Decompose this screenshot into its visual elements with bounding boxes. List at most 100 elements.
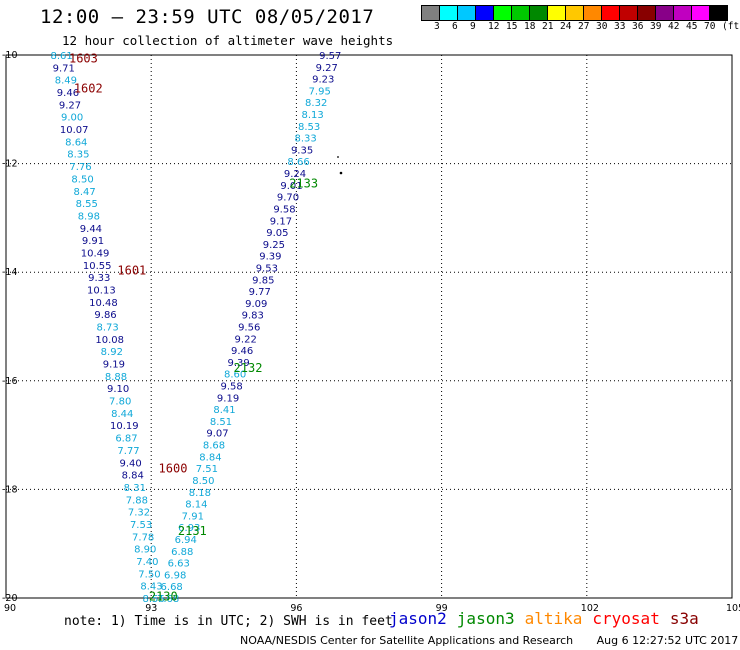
y-tick-label: -18 — [2, 484, 18, 495]
swh-value: 10.13 — [87, 285, 116, 296]
y-tick-label: -10 — [2, 50, 18, 61]
swh-value: 10.55 — [83, 261, 112, 272]
legend-label: 42 — [668, 21, 680, 32]
x-tick-label: 96 — [290, 603, 302, 614]
swh-value: 8.90 — [134, 545, 156, 556]
swh-value: 7.40 — [136, 557, 158, 568]
swh-value: 8.98 — [78, 211, 100, 222]
swh-value: 8.61 — [51, 51, 73, 62]
legend-label: 27 — [578, 21, 590, 32]
swh-value: 7.78 — [132, 532, 154, 543]
swh-value: 9.27 — [316, 63, 338, 74]
pass-label: 2132 — [234, 361, 263, 375]
map-frame — [5, 54, 733, 599]
swh-value: 9.83 — [242, 311, 264, 322]
legend-label: 33 — [614, 21, 626, 32]
legend-label: 9 — [470, 21, 476, 32]
swh-value: 9.77 — [249, 287, 271, 298]
swh-value: 8.88 — [105, 372, 127, 383]
swh-value: 8.50 — [192, 476, 214, 487]
swh-value: 7.50 — [138, 569, 160, 580]
swh-value: 9.23 — [312, 75, 334, 86]
swh-value: 8.92 — [101, 347, 123, 358]
swh-value: 9.07 — [206, 429, 228, 440]
swh-value: 8.55 — [76, 199, 98, 210]
y-tick-label: -20 — [2, 593, 18, 604]
swh-value: 10.19 — [110, 421, 139, 432]
swh-value: 7.88 — [126, 495, 148, 506]
pass-label: 1603 — [69, 52, 98, 66]
legend-label: 12 — [488, 21, 500, 32]
legend-label: 70 — [704, 21, 716, 32]
swh-value: 9.56 — [238, 323, 260, 334]
swh-value: 8.47 — [74, 187, 96, 198]
units-note: note: 1) Time is in UTC; 2) SWH is in fe… — [64, 614, 393, 629]
legend-label: 45 — [686, 21, 698, 32]
legend-label: 39 — [650, 21, 662, 32]
satellite-legend: jason2 jason3 altika cryosat s3a — [389, 609, 709, 628]
swh-value: 9.01 — [280, 181, 302, 192]
swh-value: 8.49 — [55, 76, 77, 87]
x-tick-label: 90 — [4, 603, 16, 614]
swh-value: 9.17 — [270, 216, 292, 227]
y-tick-label: -14 — [2, 267, 18, 278]
swh-value: 9.86 — [94, 310, 116, 321]
swh-value: 8.84 — [122, 471, 144, 482]
swh-value: 9.40 — [119, 458, 141, 469]
swh-value: 8.33 — [294, 134, 316, 145]
legend-label: 24 — [560, 21, 572, 32]
swh-value: 10.48 — [89, 298, 118, 309]
color-scale-legend — [421, 5, 728, 21]
map-title: 12:00 – 23:59 UTC 08/05/2017 — [40, 6, 375, 28]
x-tick-label: 99 — [436, 603, 448, 614]
swh-value: 8.51 — [210, 417, 232, 428]
swh-value: 8.84 — [199, 452, 221, 463]
swh-value: 8.56 — [142, 594, 164, 605]
swh-value: 9.05 — [266, 228, 288, 239]
swh-value: 7.53 — [130, 520, 152, 531]
legend-label: 15 — [506, 21, 518, 32]
credit-line: NOAA/NESDIS Center for Satellite Applica… — [240, 634, 740, 647]
swh-value: 7.80 — [109, 397, 131, 408]
swh-value: 9.39 — [259, 252, 281, 263]
swh-value: 7.68 — [157, 594, 179, 605]
swh-value: 9.44 — [80, 224, 102, 235]
satellite-jason2: jason2 — [389, 609, 447, 628]
legend-swatch — [709, 5, 728, 21]
swh-value: 9.57 — [319, 51, 341, 62]
swh-value: 9.35 — [291, 145, 313, 156]
swh-value: 9.46 — [231, 346, 253, 357]
pass-label: 2131 — [178, 524, 207, 538]
legend-label: 36 — [632, 21, 644, 32]
pass-label: 2133 — [289, 177, 318, 191]
satellite-jason3: jason3 — [456, 609, 515, 628]
swh-value: 8.66 — [287, 157, 309, 168]
swh-value: 8.60 — [224, 370, 246, 381]
swh-value: 8.18 — [189, 488, 211, 499]
swh-value: 10.07 — [60, 125, 89, 136]
swh-value: 9.71 — [53, 63, 75, 74]
pass-label: 1602 — [74, 82, 103, 96]
swh-value: 8.43 — [140, 582, 162, 593]
x-tick-label: 105 — [726, 603, 740, 614]
swh-value: 6.93 — [178, 523, 200, 534]
swh-value: 9.91 — [82, 236, 104, 247]
map-subtitle: 12 hour collection of altimeter wave hei… — [62, 33, 394, 48]
swh-value: 7.95 — [309, 86, 331, 97]
credit-org: NOAA/NESDIS Center for Satellite Applica… — [240, 634, 574, 647]
swh-value: 8.44 — [111, 409, 133, 420]
swh-value: 8.32 — [305, 98, 327, 109]
swh-value: 7.51 — [196, 464, 218, 475]
swh-value: 9.58 — [273, 204, 295, 215]
swh-value: 8.50 — [71, 174, 93, 185]
swh-value: 6.63 — [168, 559, 190, 570]
pass-label: 1601 — [117, 263, 146, 277]
satellite-altika: altika — [524, 609, 583, 628]
satellite-cryosat: cryosat — [592, 609, 660, 628]
swh-value: 9.70 — [277, 193, 299, 204]
swh-value: 8.13 — [302, 110, 324, 121]
swh-value: 6.87 — [115, 434, 137, 445]
legend-label: 21 — [542, 21, 554, 32]
